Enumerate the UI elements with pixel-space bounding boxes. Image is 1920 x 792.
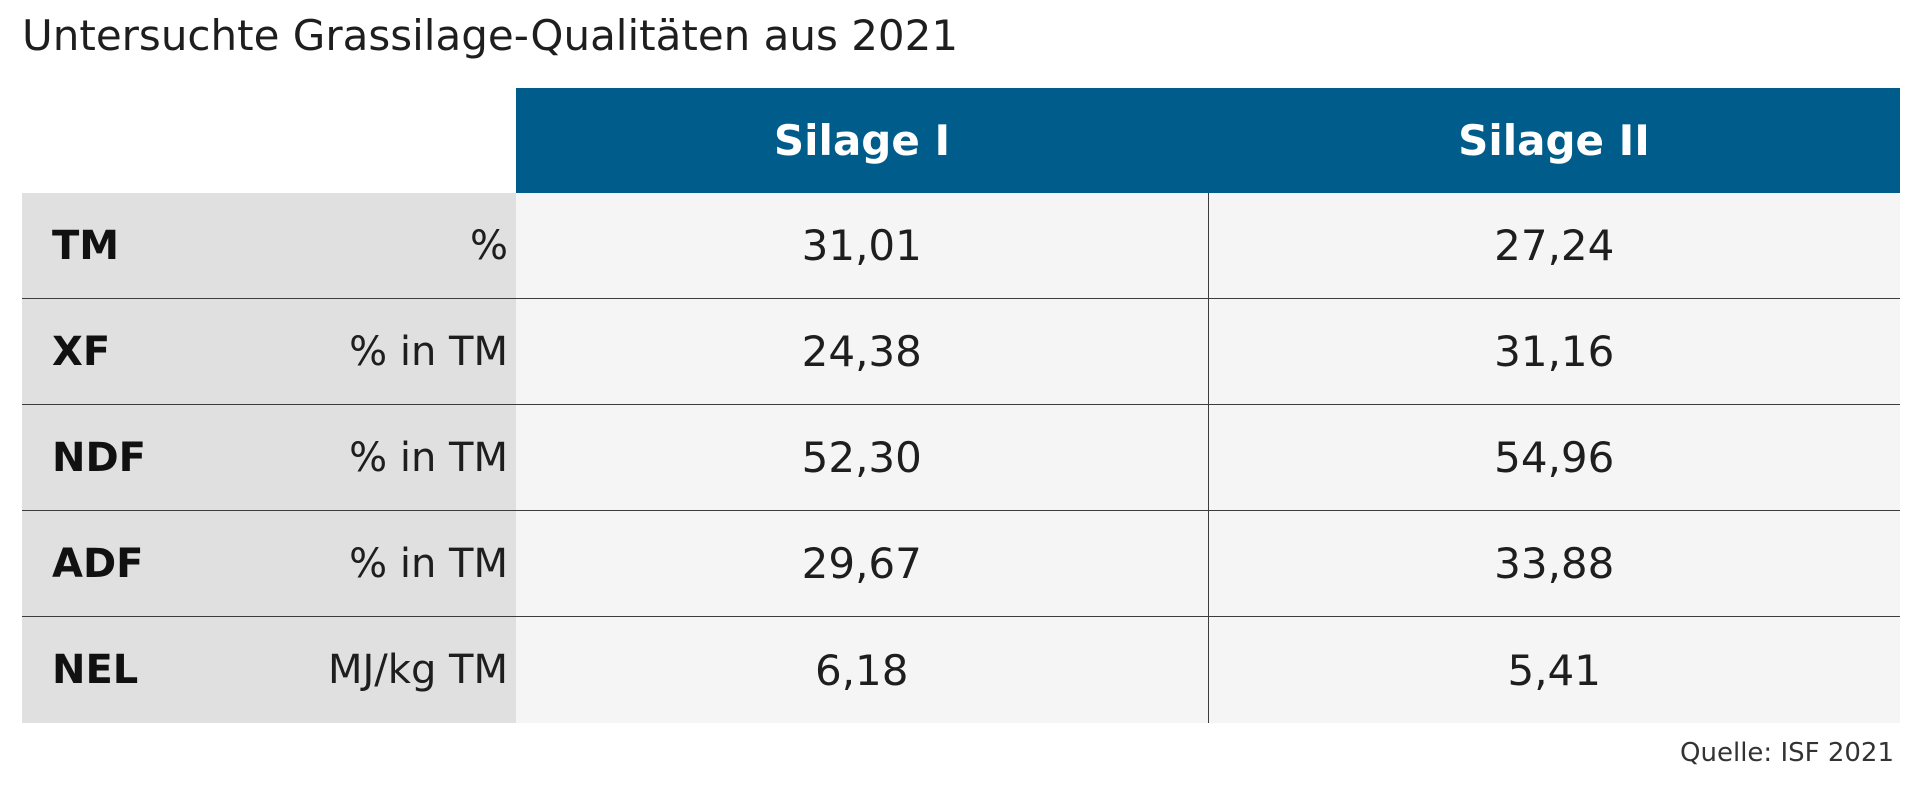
table-row: XF % in TM 24,38 31,16 bbox=[22, 299, 1900, 405]
value-cell-silage-2: 27,24 bbox=[1207, 193, 1900, 298]
row-name: NDF bbox=[52, 434, 147, 481]
row-unit: % in TM bbox=[349, 434, 508, 481]
row-label-cell: ADF % in TM bbox=[22, 511, 516, 616]
row-name: ADF bbox=[52, 540, 144, 587]
value-cell-silage-2: 5,41 bbox=[1207, 617, 1900, 723]
table-header-row: Silage I Silage II bbox=[22, 88, 1900, 193]
row-name: TM bbox=[52, 222, 120, 269]
column-header-silage-2: Silage II bbox=[1208, 88, 1900, 193]
table-row: TM % 31,01 27,24 bbox=[22, 193, 1900, 299]
row-unit: % bbox=[469, 222, 508, 269]
header-spacer bbox=[22, 88, 516, 193]
row-label-cell: NEL MJ/kg TM bbox=[22, 617, 516, 723]
value-cell-silage-1: 29,67 bbox=[516, 511, 1208, 616]
data-table: Silage I Silage II TM % 31,01 27,24 XF %… bbox=[22, 88, 1900, 723]
row-label-cell: NDF % in TM bbox=[22, 405, 516, 510]
value-cell-silage-2: 54,96 bbox=[1207, 405, 1900, 510]
table-row: ADF % in TM 29,67 33,88 bbox=[22, 511, 1900, 617]
value-cell-silage-1: 52,30 bbox=[516, 405, 1208, 510]
value-cell-silage-1: 6,18 bbox=[516, 617, 1208, 723]
row-label-cell: TM % bbox=[22, 193, 516, 298]
value-cell-silage-2: 33,88 bbox=[1207, 511, 1900, 616]
source-note: Quelle: ISF 2021 bbox=[1680, 738, 1894, 768]
table-row: NDF % in TM 52,30 54,96 bbox=[22, 405, 1900, 511]
row-unit: % in TM bbox=[349, 540, 508, 587]
row-name: NEL bbox=[52, 647, 139, 693]
table-row: NEL MJ/kg TM 6,18 5,41 bbox=[22, 617, 1900, 723]
value-cell-silage-1: 24,38 bbox=[516, 299, 1208, 404]
row-label-cell: XF % in TM bbox=[22, 299, 516, 404]
value-cell-silage-1: 31,01 bbox=[516, 193, 1208, 298]
row-name: XF bbox=[52, 328, 111, 375]
table-title: Untersuchte Grassilage-Qualitäten aus 20… bbox=[22, 11, 959, 60]
row-unit: % in TM bbox=[349, 328, 508, 375]
row-unit: MJ/kg TM bbox=[328, 647, 508, 693]
column-header-silage-1: Silage I bbox=[516, 88, 1208, 193]
value-cell-silage-2: 31,16 bbox=[1207, 299, 1900, 404]
